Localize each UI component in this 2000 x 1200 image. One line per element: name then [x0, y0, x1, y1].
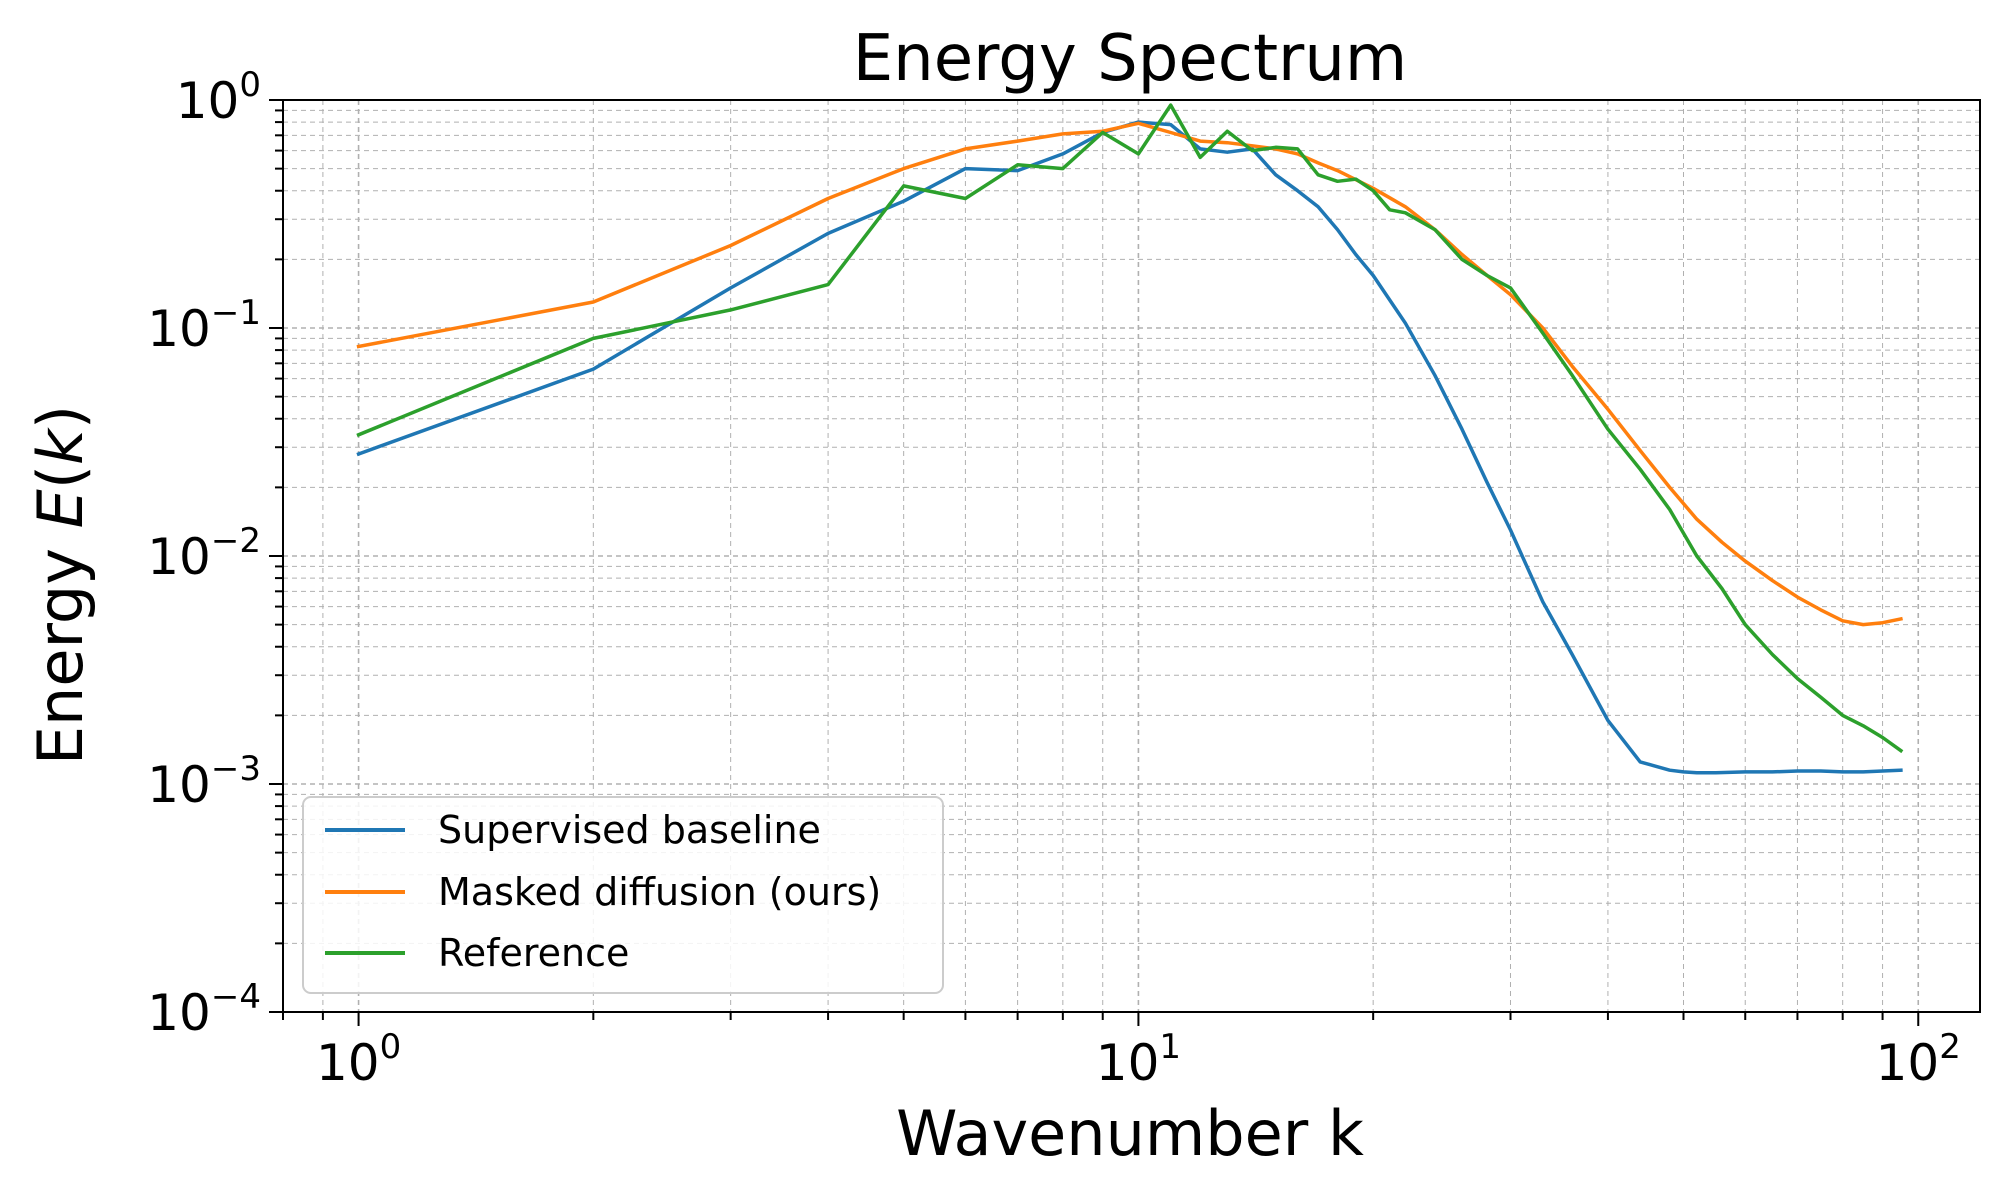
y-tick-label: 10−2 [147, 521, 261, 586]
y-tick-label: 10−1 [147, 293, 261, 358]
x-tick-label: 101 [1096, 1027, 1181, 1092]
y-tick-label: 10−3 [147, 749, 261, 814]
legend-label-supervised: Supervised baseline [438, 808, 821, 852]
legend-label-masked-diffusion: Masked diffusion (ours) [438, 870, 881, 914]
x-tick-labels: 100 101 102 [316, 1027, 1961, 1092]
ticks-layer [269, 99, 1920, 1026]
series-line-supervised-baseline [356, 120, 1903, 775]
legend-label-reference: Reference [438, 931, 629, 975]
chart-title: Energy Spectrum [853, 22, 1408, 96]
legend-box [302, 796, 944, 994]
y-tick-label: 10−4 [147, 977, 261, 1042]
legend: Supervised baseline Masked diffusion (ou… [302, 796, 944, 994]
x-tick-label: 102 [1876, 1027, 1961, 1092]
series-line-masked-diffusion-ours [356, 121, 1903, 627]
series-line-reference [356, 103, 1904, 754]
series-layer [356, 103, 1904, 775]
x-axis-label: Wavenumber k [896, 1097, 1364, 1170]
y-tick-labels: 100 10−1 10−2 10−3 10−4 [147, 65, 261, 1042]
y-axis-label: Energy E(k) [24, 405, 97, 765]
x-tick-label: 100 [316, 1027, 401, 1092]
y-tick-label: 100 [176, 65, 261, 130]
